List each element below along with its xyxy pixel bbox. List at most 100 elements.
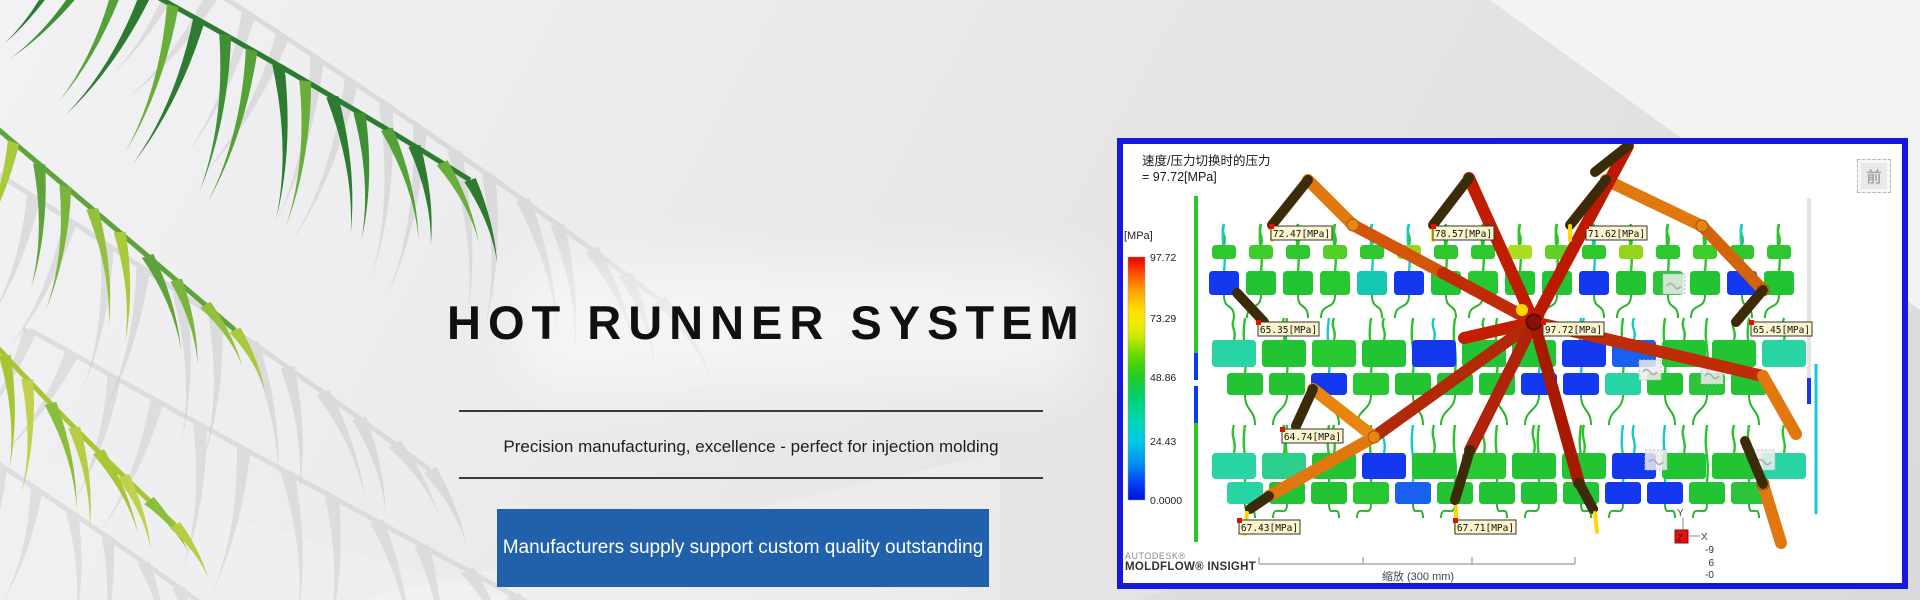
nozzle-tip [1590,144,1633,177]
palm-leaflet [229,327,266,392]
runner-curve [1412,503,1424,519]
probe-value: 64.74[MPa] [1284,432,1341,443]
palm-leaflet [211,446,251,595]
probe-box [1238,519,1301,535]
palm-leaflet [111,0,172,76]
cavity-cell [1412,453,1456,479]
cavity-cell [1269,373,1305,395]
palm-leaflet [99,397,164,533]
runner-drop [1631,424,1636,454]
runner-curve [1580,394,1592,426]
palm-leaflet [0,140,20,202]
nozzle-tip [1731,285,1768,327]
probe-anchor-dot [1453,518,1458,523]
cavity-cell [1227,373,1263,395]
runner-curve [1496,503,1508,519]
stamp-glyph [1756,458,1772,466]
pressure-probe-label: 65.45[MPa] [1749,320,1813,337]
beam-elbow [1346,218,1360,232]
pressure-probe-label: 67.71[MPa] [1453,518,1517,535]
palm-leaflet [187,10,255,154]
cavity-cell [1353,373,1389,395]
runner-curve [1524,394,1540,426]
axis-x-label: X [1701,532,1708,543]
cta-button[interactable]: Manufacturers supply support custom qual… [497,509,989,587]
probe-value: 78.57[MPa] [1435,229,1492,240]
runner-beam [1464,316,1540,456]
cavity-cell [1508,245,1532,259]
legend-colorbar [1127,256,1146,501]
cavity-cell [1262,340,1306,367]
runner-curve [1608,503,1624,519]
probe-value: 65.45[MPa] [1753,325,1810,336]
cavity-cell [1647,482,1683,504]
probe-anchor-dot [1256,320,1261,325]
cavity-cell [1767,245,1791,259]
runner-drop [1531,424,1536,454]
runner-drop [1231,424,1236,454]
runner-beam [1757,370,1802,440]
palm-leaflet [10,0,75,59]
palm-leaflet [117,473,152,551]
probe-box [1257,321,1320,337]
cavity-cell [1479,482,1515,504]
palm-leaflet [324,496,341,600]
probe-anchor-dot [1280,427,1285,432]
runner-curve [1320,294,1336,319]
cavity-cell [1394,271,1424,295]
palm-leaflet [0,354,15,470]
runner-curve [1244,394,1256,426]
axis-y-label: Y [1677,508,1684,519]
bg-facet [0,452,520,600]
palm-leaflet [59,0,119,102]
palm-leaflet [199,33,232,193]
cavity-cell [1262,453,1306,479]
nozzle-tip [1450,445,1475,505]
palm-frond [4,0,498,264]
cavity-cell [1521,482,1557,504]
probe-box [1750,321,1813,337]
autodesk-brand: AUTODESK® MOLDFLOW® INSIGHT [1125,551,1256,573]
palm-leaflet [244,340,279,477]
front-view-stamp-button[interactable]: 前 [1857,159,1891,193]
palm-leaflet [447,150,473,316]
pressure-probe-label: 78.57[MPa] [1431,224,1495,241]
runner-curve [1692,394,1708,426]
center-gate-dot [1516,304,1528,316]
palm-leaflet [132,17,205,165]
palm-frond [0,346,209,579]
cavity-cell [1353,482,1389,504]
cavity-cell [1762,340,1806,367]
palm-leaflet [9,217,77,349]
palm-leaflet [436,160,479,243]
palm-leaflet [181,423,207,573]
cavity-cell [1693,245,1717,259]
cavity-cell [1360,245,1384,259]
runner-beam [1263,431,1380,502]
moldflow-simulation-panel: 97.72 73.29 48.86 24.43 0.0000 Y Z X 72.47[MPa] 7… [1117,138,1908,589]
runner-curve [1692,503,1708,519]
cavity-cell [1605,373,1641,395]
cavity-cell [1286,245,1310,259]
palm-leaflet [66,512,82,600]
palm-leaflet [290,78,358,245]
palm-leaflet [0,465,7,510]
plot-title-line1: 速度/压力切换时的压力 [1142,154,1271,168]
cavity-cell [1562,340,1606,367]
palm-leaflet [316,390,365,498]
cavity-cell [1579,271,1609,295]
palm-leaflet [464,178,498,264]
palm-leaflet [280,366,303,493]
divider-bottom [459,477,1043,479]
cavity-cell [1616,271,1646,295]
runner-curve [1748,503,1760,519]
axis-readout-1: -9 [1705,545,1714,556]
legend-tick: 48.86 [1150,372,1176,384]
probe-value: 97.72[MPa] [1545,325,1602,336]
runner-beam [1307,383,1380,443]
runner-beam [1463,172,1540,328]
nozzle-tip [1428,173,1474,230]
palm-leaflet [353,112,370,240]
palm-stem [0,172,432,473]
palm-stem [28,327,529,600]
